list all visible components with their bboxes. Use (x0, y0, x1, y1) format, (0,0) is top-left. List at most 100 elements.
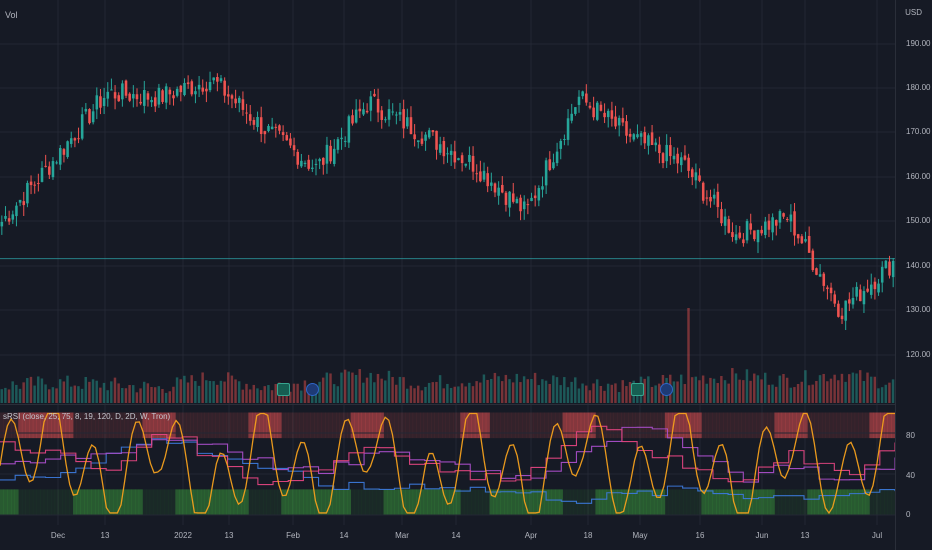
overbought-band (372, 412, 377, 439)
volume-bar (219, 380, 223, 403)
oversold-band (573, 489, 578, 515)
oversold-band (347, 489, 351, 515)
volume-bar (55, 388, 58, 403)
overbought-band (617, 412, 622, 439)
earnings-marker-icon[interactable] (660, 383, 673, 396)
overbought-band (113, 412, 118, 439)
overbought-band (105, 412, 110, 439)
volume-bar (431, 382, 435, 403)
oversold-band (73, 489, 78, 515)
volume-bar (848, 374, 851, 403)
volume-bar (380, 378, 383, 403)
volume-bar (533, 372, 537, 403)
candle-body (285, 135, 289, 141)
volume-bar (789, 387, 793, 403)
volume-bar (332, 384, 336, 403)
candle-body (837, 303, 840, 317)
volume-bar (676, 381, 679, 403)
candle-body (117, 95, 121, 102)
candle-body (77, 138, 80, 140)
candle-body (292, 145, 296, 151)
candle-body (705, 197, 709, 199)
pane-separator[interactable] (0, 404, 895, 405)
volume-bar (515, 373, 519, 403)
overbought-band (116, 412, 121, 439)
volume-bar (88, 381, 91, 403)
candle-body (694, 172, 698, 181)
oversold-band (471, 489, 476, 515)
volume-bar (574, 377, 577, 403)
overbought-band (862, 412, 867, 439)
overbought-band (821, 412, 826, 439)
volume-bar (807, 385, 811, 403)
overbought-band (694, 412, 699, 439)
candle-body (69, 138, 73, 144)
overbought-band (230, 412, 235, 439)
dividend-marker-icon[interactable] (277, 383, 290, 396)
overbought-band (131, 412, 136, 439)
candle-body (760, 229, 763, 234)
volume-bar (139, 388, 142, 403)
candle-body (778, 211, 782, 223)
overbought-band (263, 412, 267, 439)
overbought-band (219, 412, 224, 439)
candle-body (873, 281, 877, 290)
oversold-band (51, 489, 56, 515)
oversold-band (726, 489, 731, 515)
candle-body (617, 117, 621, 126)
volume-bar (581, 383, 584, 403)
oversold-band (467, 489, 472, 515)
candle-body (186, 82, 190, 85)
volume-bar (387, 370, 391, 403)
volume-bar (99, 387, 102, 403)
volume-bar (877, 388, 880, 403)
candle-body (157, 87, 161, 105)
volume-bar (343, 369, 347, 403)
volume-bar (800, 381, 803, 403)
volume-bar (197, 385, 201, 403)
candle-body (676, 153, 679, 164)
volume-bar (150, 386, 153, 403)
overbought-band (43, 412, 48, 439)
indicator-title[interactable]: sRSI (close, 25, 75, 8, 19, 120, D, 2D, … (3, 412, 171, 421)
overbought-band (442, 412, 446, 439)
candle-body (201, 87, 205, 92)
candle-body (113, 92, 117, 99)
overbought-band (383, 412, 388, 439)
volume-bar (577, 388, 581, 403)
volume-bar (369, 372, 372, 403)
candle-body (785, 219, 789, 221)
candle-body (66, 141, 69, 157)
volume-bar (731, 368, 734, 403)
overbought-band (876, 412, 881, 439)
oversold-band (241, 489, 246, 515)
overbought-band (763, 412, 768, 439)
dividend-marker-icon[interactable] (631, 383, 644, 396)
earnings-marker-icon[interactable] (306, 383, 319, 396)
oversold-band (197, 489, 202, 515)
oversold-band (21, 489, 26, 515)
oversold-band (365, 489, 370, 515)
volume-bar (325, 372, 329, 403)
oversold-band (379, 489, 384, 515)
oversold-band (94, 489, 99, 515)
oversold-band (613, 489, 618, 515)
time-tick: 14 (451, 531, 461, 540)
volume-bar (793, 387, 796, 403)
oversold-band (339, 489, 344, 515)
volume-bar (636, 391, 639, 403)
oversold-band (387, 489, 392, 515)
candle-body (829, 287, 833, 294)
candle-body (544, 160, 548, 186)
oversold-band (562, 489, 567, 515)
oversold-band (800, 489, 804, 515)
candle-body (26, 182, 29, 204)
candle-body (723, 216, 727, 226)
oversold-band (116, 489, 121, 515)
volume-bar (340, 372, 343, 403)
candle-body (639, 133, 643, 137)
volume-bar (84, 376, 87, 403)
candle-body (716, 191, 720, 208)
volume-bar (365, 377, 369, 403)
